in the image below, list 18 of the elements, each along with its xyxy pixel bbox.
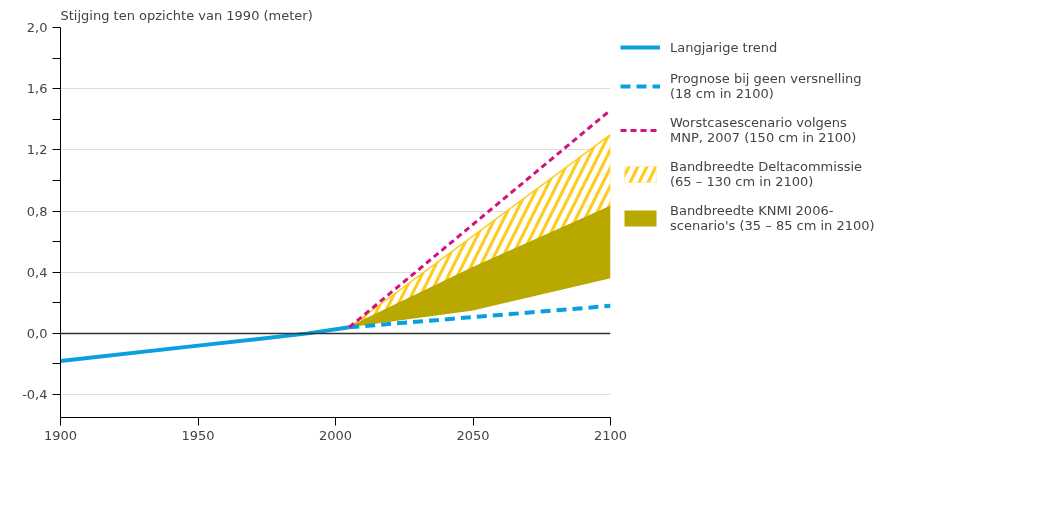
legend-label: Worstcasescenario volgens MNP, 2007 (150 cm in 2100): [670, 115, 857, 145]
y-tick-label: 1,6: [26, 81, 48, 97]
legend-label: Prognose bij geen versnelling (18 cm in 2100): [670, 71, 862, 101]
x-tick-label: 2100: [593, 427, 628, 443]
y-tick-label: 0,0: [26, 325, 48, 341]
y-tick-label: 0,4: [26, 264, 48, 280]
legend-label: Langjarige trend: [670, 39, 778, 55]
y-tick-label: 1,2: [26, 142, 48, 158]
x-tick-label: 1950: [181, 427, 215, 443]
legend-label: Bandbreedte Deltacommissie (65 – 130 cm in 2100): [670, 159, 863, 189]
x-tick-label: 2050: [456, 427, 490, 443]
y-axis-title: Stijging ten opzichte van 1990 (meter): [60, 7, 313, 23]
x-tick-label: 1900: [43, 427, 78, 443]
x-tick-label: 2000: [318, 427, 353, 443]
y-tick-label: 2,0: [26, 20, 48, 35]
y-tick-label: -0,4: [22, 387, 48, 403]
legend-label: Bandbreedte KNMI 2006- scenario's (35 – 85 cm in 2100): [670, 203, 875, 233]
y-tick-label: 0,8: [26, 203, 48, 219]
